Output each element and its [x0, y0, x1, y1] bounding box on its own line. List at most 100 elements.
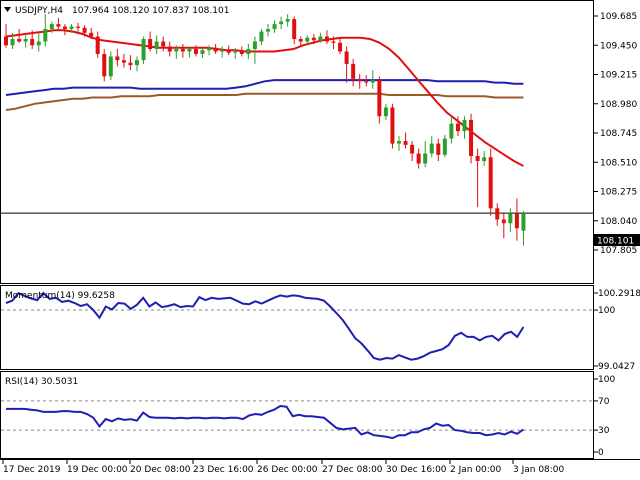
candle-body	[292, 19, 297, 40]
candle-body	[508, 213, 513, 224]
x-tick-label: 3 Jan 08:00	[513, 465, 565, 475]
candle-body	[521, 213, 526, 231]
ma-slow-line	[5, 92, 524, 111]
candle-body	[462, 119, 467, 132]
candle-body	[495, 208, 500, 220]
rsi-tick-label: 0	[598, 448, 604, 458]
candle-body	[141, 39, 146, 61]
main-plot	[1, 14, 593, 246]
x-tick-label: 20 Dec 08:00	[130, 465, 191, 475]
x-tick-label: 23 Dec 16:00	[193, 465, 254, 475]
candle-body	[121, 60, 126, 63]
candle-body	[475, 156, 480, 162]
candle-body	[403, 141, 408, 145]
candle-body	[239, 51, 244, 54]
candle-body	[449, 123, 454, 139]
candle-body	[135, 60, 139, 66]
candle-body	[30, 39, 35, 46]
momentum-line	[5, 291, 525, 361]
candle-body	[108, 56, 113, 77]
candle-body	[279, 21, 284, 25]
candle-body	[383, 107, 388, 117]
candle-body	[436, 143, 441, 155]
candle-body	[161, 41, 166, 47]
candle-body	[298, 39, 303, 42]
candle-body	[95, 36, 100, 54]
y-tick-label: 109.215	[600, 71, 637, 81]
candle-body	[429, 143, 434, 154]
candle-body	[128, 62, 133, 66]
main-pane[interactable]	[0, 0, 594, 284]
candle-body	[207, 47, 212, 51]
momentum-title: Momentum(14) 99.6258	[5, 291, 115, 301]
candle-body	[357, 78, 362, 82]
current-price-tag	[594, 234, 640, 246]
candle-body	[69, 26, 74, 30]
candle-body	[305, 37, 310, 42]
candle-body	[272, 24, 277, 30]
candle-body	[324, 36, 329, 42]
candle-body	[318, 36, 323, 41]
candle-body	[259, 31, 264, 42]
candle-body	[76, 26, 81, 28]
candle-body	[252, 41, 257, 49]
candle-body	[344, 51, 349, 64]
candle-body	[220, 50, 225, 52]
candle-body	[23, 39, 28, 42]
candle-body	[115, 56, 120, 61]
rsi-tick-label: 30	[598, 426, 610, 436]
candle-body	[331, 41, 336, 43]
y-tick-label: 108.980	[600, 100, 637, 110]
candle-body	[213, 47, 218, 52]
candle-body	[200, 50, 205, 54]
candle-body	[416, 153, 421, 164]
candle-body	[187, 48, 192, 52]
candle-body	[17, 39, 22, 42]
y-tick-label: 108.040	[600, 217, 637, 227]
x-tick-label: 19 Dec 00:00	[67, 465, 128, 475]
candle-body	[514, 213, 519, 229]
momentum-pane[interactable]	[0, 285, 594, 370]
candle-body	[56, 24, 61, 27]
candle-body	[89, 32, 94, 37]
candle-body	[410, 144, 415, 154]
candle-body	[397, 141, 401, 144]
candle-body	[423, 153, 428, 164]
x-tick-label: 30 Dec 16:00	[386, 465, 447, 475]
candle-body	[102, 53, 107, 77]
candle-body	[390, 107, 395, 144]
y-tick-label: 108.745	[600, 129, 637, 139]
rsi-tick-label: 70	[598, 397, 610, 407]
candle-body	[233, 51, 238, 53]
ohlc-values: 107.964 108.120 107.837 108.101	[72, 6, 229, 16]
x-tick-label: 27 Dec 08:00	[322, 465, 383, 475]
candle-body	[246, 48, 251, 54]
candle-body	[482, 157, 487, 162]
candle-body	[4, 36, 8, 46]
candle-body	[338, 42, 343, 52]
candle-body	[174, 48, 179, 52]
candle-body	[442, 138, 447, 155]
rsi-line	[6, 404, 524, 440]
x-tick-label: 17 Dec 2019	[3, 465, 61, 475]
y-tick-label: 109.685	[600, 12, 637, 22]
momentum-tick-label: 100	[598, 306, 615, 316]
candle-body	[180, 48, 185, 52]
x-tick-label: 2 Jan 00:00	[450, 465, 502, 475]
candle-body	[377, 80, 382, 117]
candle-body	[311, 37, 316, 41]
rsi-title: RSI(14) 30.5031	[5, 377, 78, 387]
candle-body	[364, 81, 369, 83]
candle-body	[49, 24, 54, 30]
candle-body	[82, 27, 87, 33]
candle-body	[285, 19, 290, 22]
dropdown-triangle-icon[interactable]	[4, 7, 11, 12]
candle-body	[167, 46, 172, 52]
chart-symbol-title: USDJPY,H4	[15, 6, 63, 16]
rsi-plot	[1, 400, 593, 440]
y-tick-label: 108.275	[600, 188, 637, 198]
candle-body	[501, 219, 506, 224]
ma-mid-line	[5, 79, 524, 96]
